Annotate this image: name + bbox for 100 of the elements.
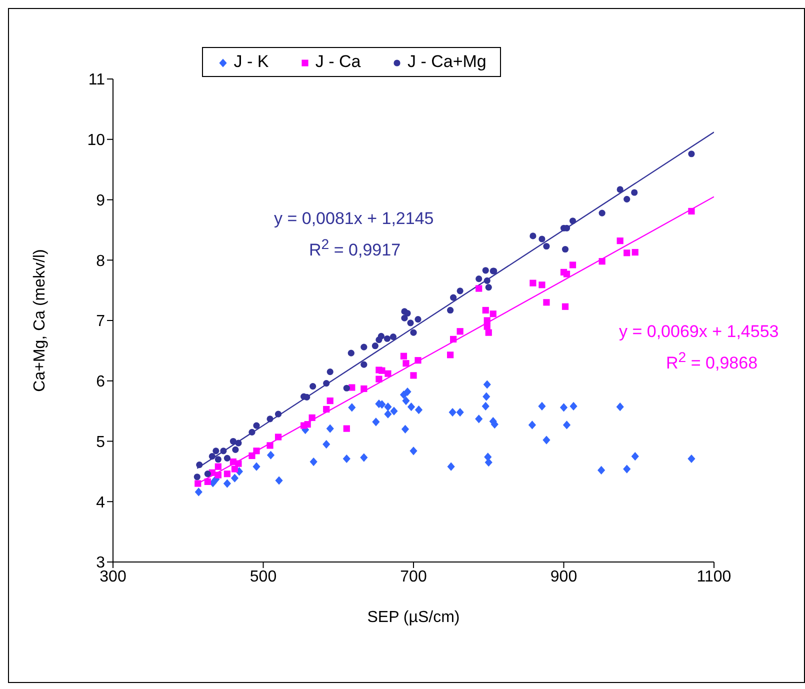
point [407, 402, 416, 412]
point [456, 328, 464, 335]
point [456, 288, 464, 294]
point [485, 284, 492, 291]
point [235, 460, 242, 467]
annotation: y = 0,0069x + 1,4553 [619, 322, 779, 342]
point [248, 428, 256, 436]
point [598, 210, 606, 216]
point [196, 461, 203, 468]
point [562, 246, 569, 253]
point [530, 280, 536, 286]
point [326, 368, 334, 376]
point [275, 476, 283, 485]
annotation: y = 0,0081x + 1,2145 [274, 209, 434, 229]
point [223, 479, 231, 488]
point [632, 248, 638, 256]
point [475, 414, 483, 424]
point [343, 384, 350, 392]
point [569, 262, 576, 268]
point [304, 394, 310, 400]
point [253, 448, 260, 454]
point [308, 414, 316, 422]
point [342, 454, 350, 464]
point [616, 186, 624, 193]
point [402, 360, 410, 367]
y-tick-label: 6 [96, 374, 106, 391]
point [688, 208, 695, 215]
point [688, 454, 696, 464]
point [485, 329, 492, 336]
point [376, 376, 382, 382]
point [220, 448, 227, 454]
point [414, 357, 422, 364]
point [482, 402, 490, 411]
point [450, 294, 457, 301]
point [212, 448, 220, 454]
point [230, 474, 239, 482]
annotation: R$^{2}$ = 0,9917 [309, 237, 401, 261]
point [562, 420, 571, 430]
point [400, 352, 408, 360]
point [194, 488, 202, 496]
point [266, 450, 275, 460]
point [323, 380, 330, 387]
point [542, 436, 550, 444]
point [253, 422, 260, 429]
y-tick-label: 8 [96, 252, 106, 270]
point [402, 396, 410, 406]
point [214, 456, 222, 463]
point [248, 452, 256, 460]
x-tick-label: 1100 [696, 568, 732, 586]
point [252, 462, 260, 471]
point [224, 470, 230, 478]
point [360, 453, 368, 462]
point [235, 440, 242, 446]
point [414, 406, 423, 414]
point [194, 474, 200, 480]
point [401, 424, 410, 434]
y-tick-label: 9 [96, 192, 106, 210]
point [232, 446, 239, 454]
y-tick-label: 7 [96, 313, 106, 330]
point [384, 402, 392, 412]
point [482, 392, 490, 401]
point [322, 440, 330, 449]
point [343, 425, 350, 432]
point [310, 457, 318, 466]
point [214, 472, 222, 478]
point [476, 285, 482, 292]
point [326, 424, 334, 433]
x-tick-label: 500 [250, 568, 277, 586]
point [530, 232, 536, 240]
point [623, 464, 631, 474]
point [616, 238, 624, 244]
point [194, 480, 202, 487]
point [410, 329, 417, 336]
point [688, 150, 695, 158]
point [538, 402, 546, 411]
point [624, 250, 630, 256]
point [224, 454, 230, 462]
point [208, 453, 216, 460]
point [390, 406, 398, 416]
x-axis-title: SEP (µS/cm) [367, 609, 460, 626]
point [214, 463, 222, 470]
point [266, 416, 274, 422]
point [266, 442, 274, 449]
annotation: R$^{2}$ = 0,9868 [666, 350, 758, 374]
y-tick-label: 5 [96, 434, 106, 451]
point [450, 336, 457, 343]
point [404, 310, 411, 317]
point [484, 458, 492, 467]
point [538, 282, 546, 288]
point [348, 350, 354, 356]
point [410, 372, 417, 379]
point [528, 420, 536, 430]
y-tick-label: 4 [96, 494, 106, 512]
point [274, 434, 282, 440]
y-axis-title: Ca+Mg, Ca (mekv/l) [32, 249, 49, 392]
point [384, 370, 392, 377]
point [538, 236, 546, 242]
point [348, 403, 356, 412]
point [230, 438, 236, 445]
point [384, 335, 391, 342]
